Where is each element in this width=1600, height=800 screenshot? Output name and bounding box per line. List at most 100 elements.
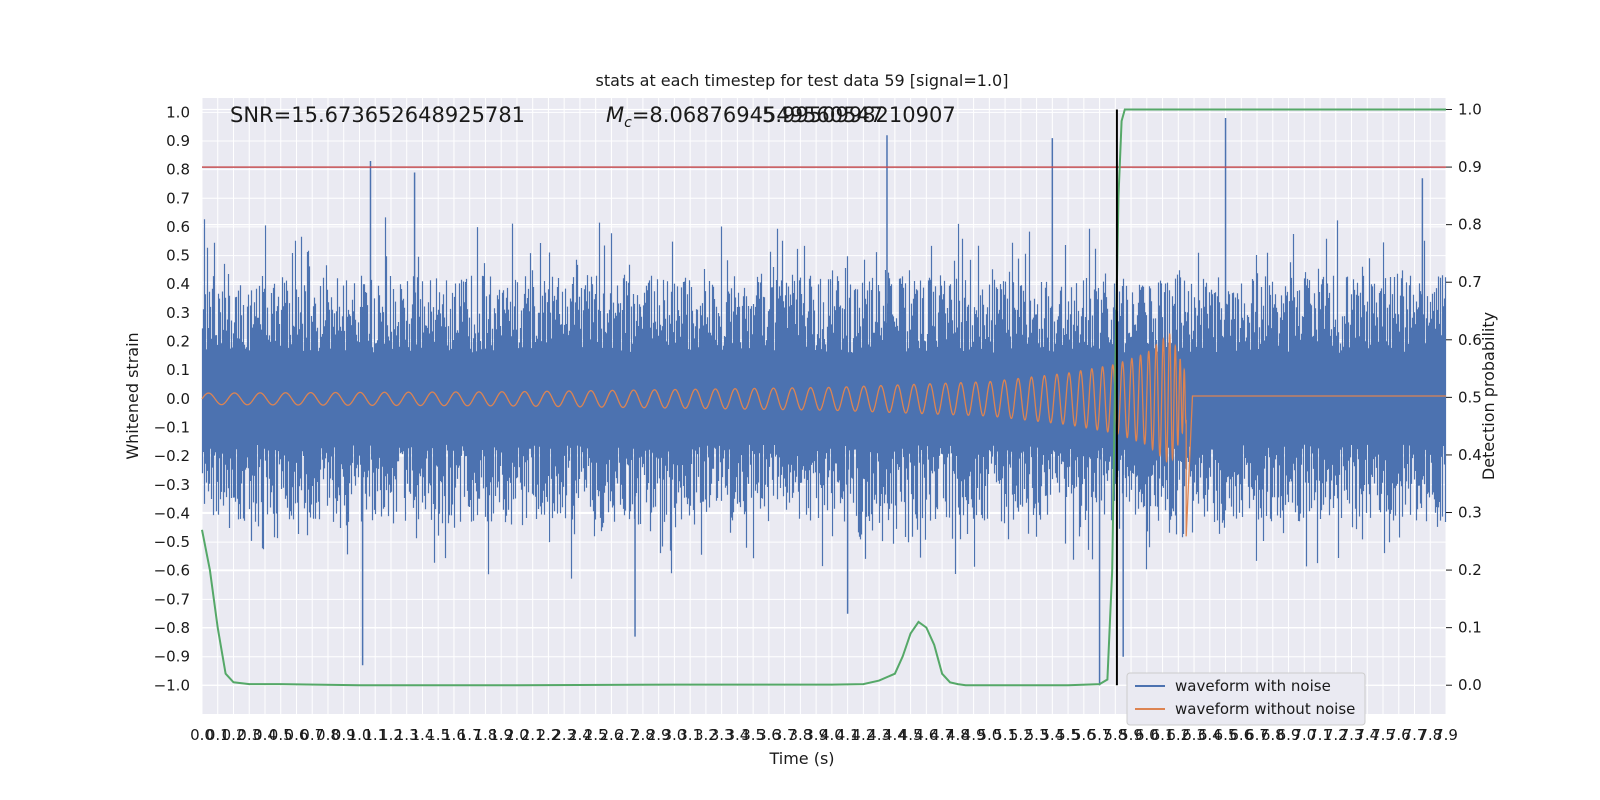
x-tick-label: 6.2	[1166, 726, 1190, 744]
series-detection-probability	[201, 108, 1446, 687]
x-tick-label: 2.7	[615, 726, 639, 744]
x-tick-label: 2.0	[505, 726, 529, 744]
x-axis-label: Time (s)	[768, 749, 834, 768]
legend-box	[1126, 672, 1366, 726]
x-tick-label: 2.6	[599, 726, 623, 744]
y2-tick-label: 1.0	[1458, 101, 1482, 119]
chirp-mass-value: =8.0687694549560547	[632, 103, 883, 127]
x-tick-label: 7.4	[1355, 726, 1379, 744]
x-tick-label: 5.8	[1103, 726, 1127, 744]
y-tick-label: −1.0	[154, 676, 190, 694]
x-tick-label: 3.4	[725, 726, 749, 744]
chirp-mass-annotation: Mc=8.0687694549560547	[606, 103, 883, 131]
x-tick-label: 2.1	[521, 726, 545, 744]
x-tick-label: 3.1	[678, 726, 702, 744]
x-tick-label: 1.8	[474, 726, 498, 744]
x-tick-label: 3.8	[788, 726, 812, 744]
y2-tick-label: 0.6	[1458, 331, 1482, 349]
y2-tick-label: 0.0	[1458, 676, 1482, 694]
x-tick-label: 4.7	[930, 726, 954, 744]
x-tick-label: 6.6	[1229, 726, 1253, 744]
x-tick-label: 3.0	[662, 726, 686, 744]
x-axis-ticks: 0.00.10.20.30.40.50.60.70.80.91.01.11.21…	[190, 726, 1458, 744]
y2-tick-label: 0.3	[1458, 504, 1482, 522]
y-axis-label: Whitened strain	[123, 332, 142, 459]
x-tick-label: 5.9	[1119, 726, 1143, 744]
y2-tick-label: 0.4	[1458, 446, 1482, 464]
x-tick-label: 2.4	[568, 726, 592, 744]
x-tick-label: 1.0	[348, 726, 372, 744]
y2-tick-label: 0.8	[1458, 216, 1482, 234]
x-tick-label: 5.6	[1072, 726, 1096, 744]
x-tick-label: 3.3	[710, 726, 734, 744]
x-tick-label: 5.1	[993, 726, 1017, 744]
x-tick-label: 1.5	[426, 726, 450, 744]
y-tick-label: 0.0	[166, 390, 190, 408]
x-tick-label: 7.0	[1292, 726, 1316, 744]
x-tick-label: 0.1	[206, 726, 230, 744]
x-tick-label: 2.8	[631, 726, 655, 744]
x-tick-label: 2.2	[537, 726, 561, 744]
x-tick-label: 1.1	[363, 726, 387, 744]
x-tick-label: 7.2	[1324, 726, 1348, 744]
x-tick-label: 1.3	[395, 726, 419, 744]
x-tick-label: 7.6	[1387, 726, 1411, 744]
y-tick-label: 0.2	[166, 333, 190, 351]
x-tick-label: 7.3	[1340, 726, 1364, 744]
x-tick-label: 6.8	[1261, 726, 1285, 744]
x-tick-label: 2.3	[552, 726, 576, 744]
y2-tick-label: 0.9	[1458, 158, 1482, 176]
x-tick-label: 4.6	[914, 726, 938, 744]
x-tick-label: 6.7	[1245, 726, 1269, 744]
y-tick-label: 0.6	[166, 218, 190, 236]
y-tick-label: −0.6	[154, 562, 190, 580]
x-tick-label: 3.5	[741, 726, 765, 744]
y-tick-label: −0.1	[154, 418, 190, 436]
snr-annotation: SNR=15.673652648925781	[230, 103, 525, 127]
x-tick-label: 4.8	[946, 726, 970, 744]
x-tick-label: 5.0	[977, 726, 1001, 744]
x-tick-label: 4.1	[836, 726, 860, 744]
x-tick-label: 0.3	[237, 726, 261, 744]
y2-axis-ticks: 1.0 0.9 0.8 0.7 0.6 0.5 0.4 0.3 0.2 0.1 0.0	[1446, 101, 1482, 694]
y-tick-label: 0.4	[166, 275, 190, 293]
x-tick-label: 0.8	[316, 726, 340, 744]
x-tick-label: 6.3	[1182, 726, 1206, 744]
x-tick-label: 0.0	[190, 726, 214, 744]
x-tick-label: 4.5	[899, 726, 923, 744]
x-tick-label: 5.3	[1025, 726, 1049, 744]
x-tick-label: 5.2	[1009, 726, 1033, 744]
x-tick-label: 6.9	[1277, 726, 1301, 744]
y-tick-label: −0.8	[154, 619, 190, 637]
y-tick-label: 0.1	[166, 361, 190, 379]
y-tick-label: 0.3	[166, 304, 190, 322]
y-tick-label: 0.8	[166, 161, 190, 179]
x-tick-label: 0.7	[300, 726, 324, 744]
x-tick-label: 3.9	[804, 726, 828, 744]
y-tick-label: 0.5	[166, 247, 190, 265]
y-tick-label: −0.7	[154, 590, 190, 608]
y-tick-label: 0.9	[166, 132, 190, 150]
x-tick-label: 0.4	[253, 726, 277, 744]
x-tick-label: 2.5	[584, 726, 608, 744]
x-tick-label: 1.9	[489, 726, 513, 744]
y2-tick-label: 0.1	[1458, 619, 1482, 637]
x-tick-label: 3.7	[773, 726, 797, 744]
x-tick-label: 4.3	[867, 726, 891, 744]
legend-label-noise: waveform with noise	[1175, 677, 1331, 695]
x-tick-label: 6.4	[1198, 726, 1222, 744]
y2-tick-label: 0.5	[1458, 388, 1482, 406]
x-tick-label: 0.9	[332, 726, 356, 744]
y-tick-label: 0.7	[166, 189, 190, 207]
chart-title: stats at each timestep for test data 59 …	[596, 71, 1009, 90]
y-tick-label: −0.3	[154, 476, 190, 494]
x-tick-label: 5.5	[1056, 726, 1080, 744]
y-tick-label: −0.2	[154, 447, 190, 465]
x-tick-label: 1.7	[458, 726, 482, 744]
x-tick-label: 0.6	[285, 726, 309, 744]
chirp-trace	[201, 333, 1446, 537]
x-tick-label: 5.4	[1040, 726, 1064, 744]
x-tick-label: 3.6	[757, 726, 781, 744]
x-tick-label: 4.4	[883, 726, 907, 744]
